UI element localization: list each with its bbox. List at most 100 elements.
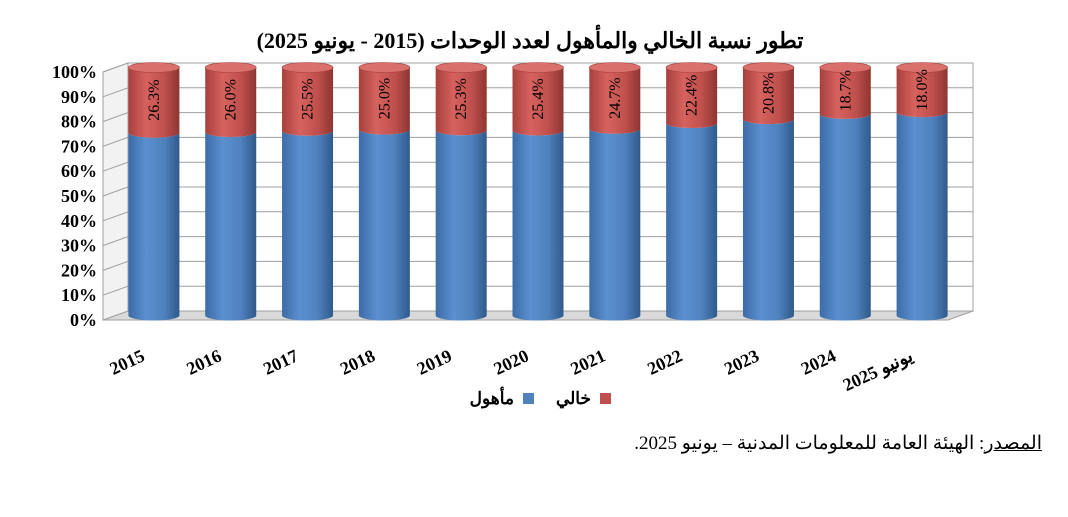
bar-segment-occupied (896, 112, 948, 321)
bar-segment-vacant (205, 67, 257, 137)
bar-stack: 25.4% (512, 62, 564, 321)
data-label: 25.5% (300, 78, 317, 119)
data-label: 25.4% (530, 78, 547, 119)
bar-segment-vacant (896, 67, 948, 118)
gridline-side (102, 136, 129, 147)
x-tick-label: 2019 (414, 345, 455, 378)
legend-item: مأهول (470, 385, 534, 409)
bar-segment-occupied (205, 131, 257, 321)
bar-segment-occupied (589, 128, 641, 321)
gridline-side (102, 285, 129, 296)
bar-stack: 20.8% (742, 62, 795, 321)
data-label: 25.0% (376, 78, 393, 119)
y-tick-label: 70% (61, 136, 97, 156)
bar-segment-vacant (512, 67, 564, 136)
bar-segment-occupied (742, 119, 794, 321)
bar-stack: 25.0% (358, 62, 411, 321)
bar-top-cap (512, 62, 564, 73)
y-tick-label: 0% (70, 310, 97, 330)
data-label: 22.4% (684, 75, 701, 116)
bar-stack: 18.7% (819, 62, 872, 321)
bar-top-cap (435, 62, 487, 73)
x-tick-label: 2024 (798, 345, 839, 378)
x-tick-label: 2016 (183, 345, 224, 378)
source-label: المصدر (984, 433, 1042, 454)
source-text: : الهيئة العامة للمعلومات المدنية – يوني… (634, 433, 985, 454)
y-tick-label: 20% (61, 260, 97, 280)
data-label: 18.7% (837, 70, 854, 111)
x-tick-label: 2015 (107, 345, 148, 378)
bar-segment-vacant (819, 67, 871, 119)
legend-swatch (523, 393, 534, 404)
data-label: 20.8% (760, 73, 777, 114)
x-tick-label: يونيو 2025 (840, 345, 916, 396)
bar-stack: 26.0% (204, 62, 257, 321)
bar-segment-occupied (282, 130, 334, 321)
bar-segment-vacant (128, 67, 180, 138)
x-tick-label: 2023 (721, 345, 762, 378)
y-tick-label: 100% (52, 62, 97, 82)
bar-top-cap (281, 62, 334, 73)
bar-segment-vacant (282, 67, 334, 136)
y-tick-label: 10% (61, 285, 97, 305)
x-tick-label: 2017 (260, 345, 301, 378)
x-tick-label: 2022 (644, 345, 685, 378)
bar-top-cap (358, 62, 411, 73)
data-label: 26.3% (146, 79, 163, 120)
gridline-side (102, 87, 129, 98)
bar-stack: 24.7% (589, 62, 641, 321)
gridline-side (102, 62, 129, 73)
bar-stack: 25.3% (435, 62, 487, 321)
bar-stack: 22.4% (665, 62, 718, 321)
bar-segment-vacant (358, 67, 410, 135)
x-tick-label: 2021 (567, 345, 608, 378)
bar-stack: 26.3% (128, 62, 180, 321)
bar-segment-vacant (666, 67, 718, 129)
bar-segment-occupied (358, 129, 410, 321)
data-label: 18.0% (914, 69, 931, 110)
bar-top-cap (742, 62, 795, 73)
y-axis: 0% 10% 20% 30% 40% 50% 60% 70% 80% 90% 100% (52, 62, 97, 330)
bar-segment-occupied (128, 132, 180, 321)
bar-stack: 25.5% (281, 62, 334, 321)
chart-title: تطور نسبة الخالي والمأهول لعدد الوحدات (… (257, 24, 804, 54)
bar-top-cap (589, 62, 641, 73)
bar-top-cap (128, 62, 180, 73)
gridline-side (102, 211, 129, 222)
source-note: المصدر: الهيئة العامة للمعلومات المدنية … (634, 432, 1042, 455)
x-tick-label: 2020 (491, 345, 532, 378)
bar-segment-vacant (742, 67, 794, 125)
bar-segment-occupied (666, 123, 718, 321)
bar-top-cap (665, 62, 718, 73)
y-tick-label: 90% (61, 87, 97, 107)
y-tick-label: 40% (61, 211, 97, 231)
bar-segment-occupied (435, 130, 487, 321)
gridline-side (102, 260, 129, 271)
gridline-side (102, 161, 129, 172)
gridline-side (102, 236, 129, 247)
y-tick-label: 50% (61, 186, 97, 206)
legend-label: خالي (556, 389, 591, 409)
bar-segment-vacant (589, 67, 641, 134)
bars-group: 26.3% 26.0% 25.5% 25.0% 25.3% 25.4% 24.7% 22.4%… (128, 62, 948, 321)
bar-top-cap (204, 62, 257, 73)
gridline-side (102, 112, 129, 123)
legend-item: خالي (556, 389, 611, 409)
bar-segment-occupied (819, 113, 871, 321)
gridline-side (102, 186, 129, 197)
x-tick-label: 2018 (337, 345, 378, 378)
bar-top-cap (896, 62, 948, 73)
data-label: 25.3% (453, 78, 470, 119)
bar-stack: 18.0% (896, 62, 948, 321)
y-tick-label: 60% (61, 161, 97, 181)
y-tick-label: 80% (61, 112, 97, 132)
bar-segment-vacant (435, 67, 487, 136)
y-tick-label: 30% (61, 236, 97, 256)
data-label: 26.0% (223, 79, 240, 120)
bar-segment-occupied (512, 130, 564, 321)
bar-top-cap (819, 62, 872, 73)
legend: مأهول خالي (470, 385, 611, 409)
legend-swatch (600, 393, 611, 404)
legend-label: مأهول (470, 385, 514, 409)
